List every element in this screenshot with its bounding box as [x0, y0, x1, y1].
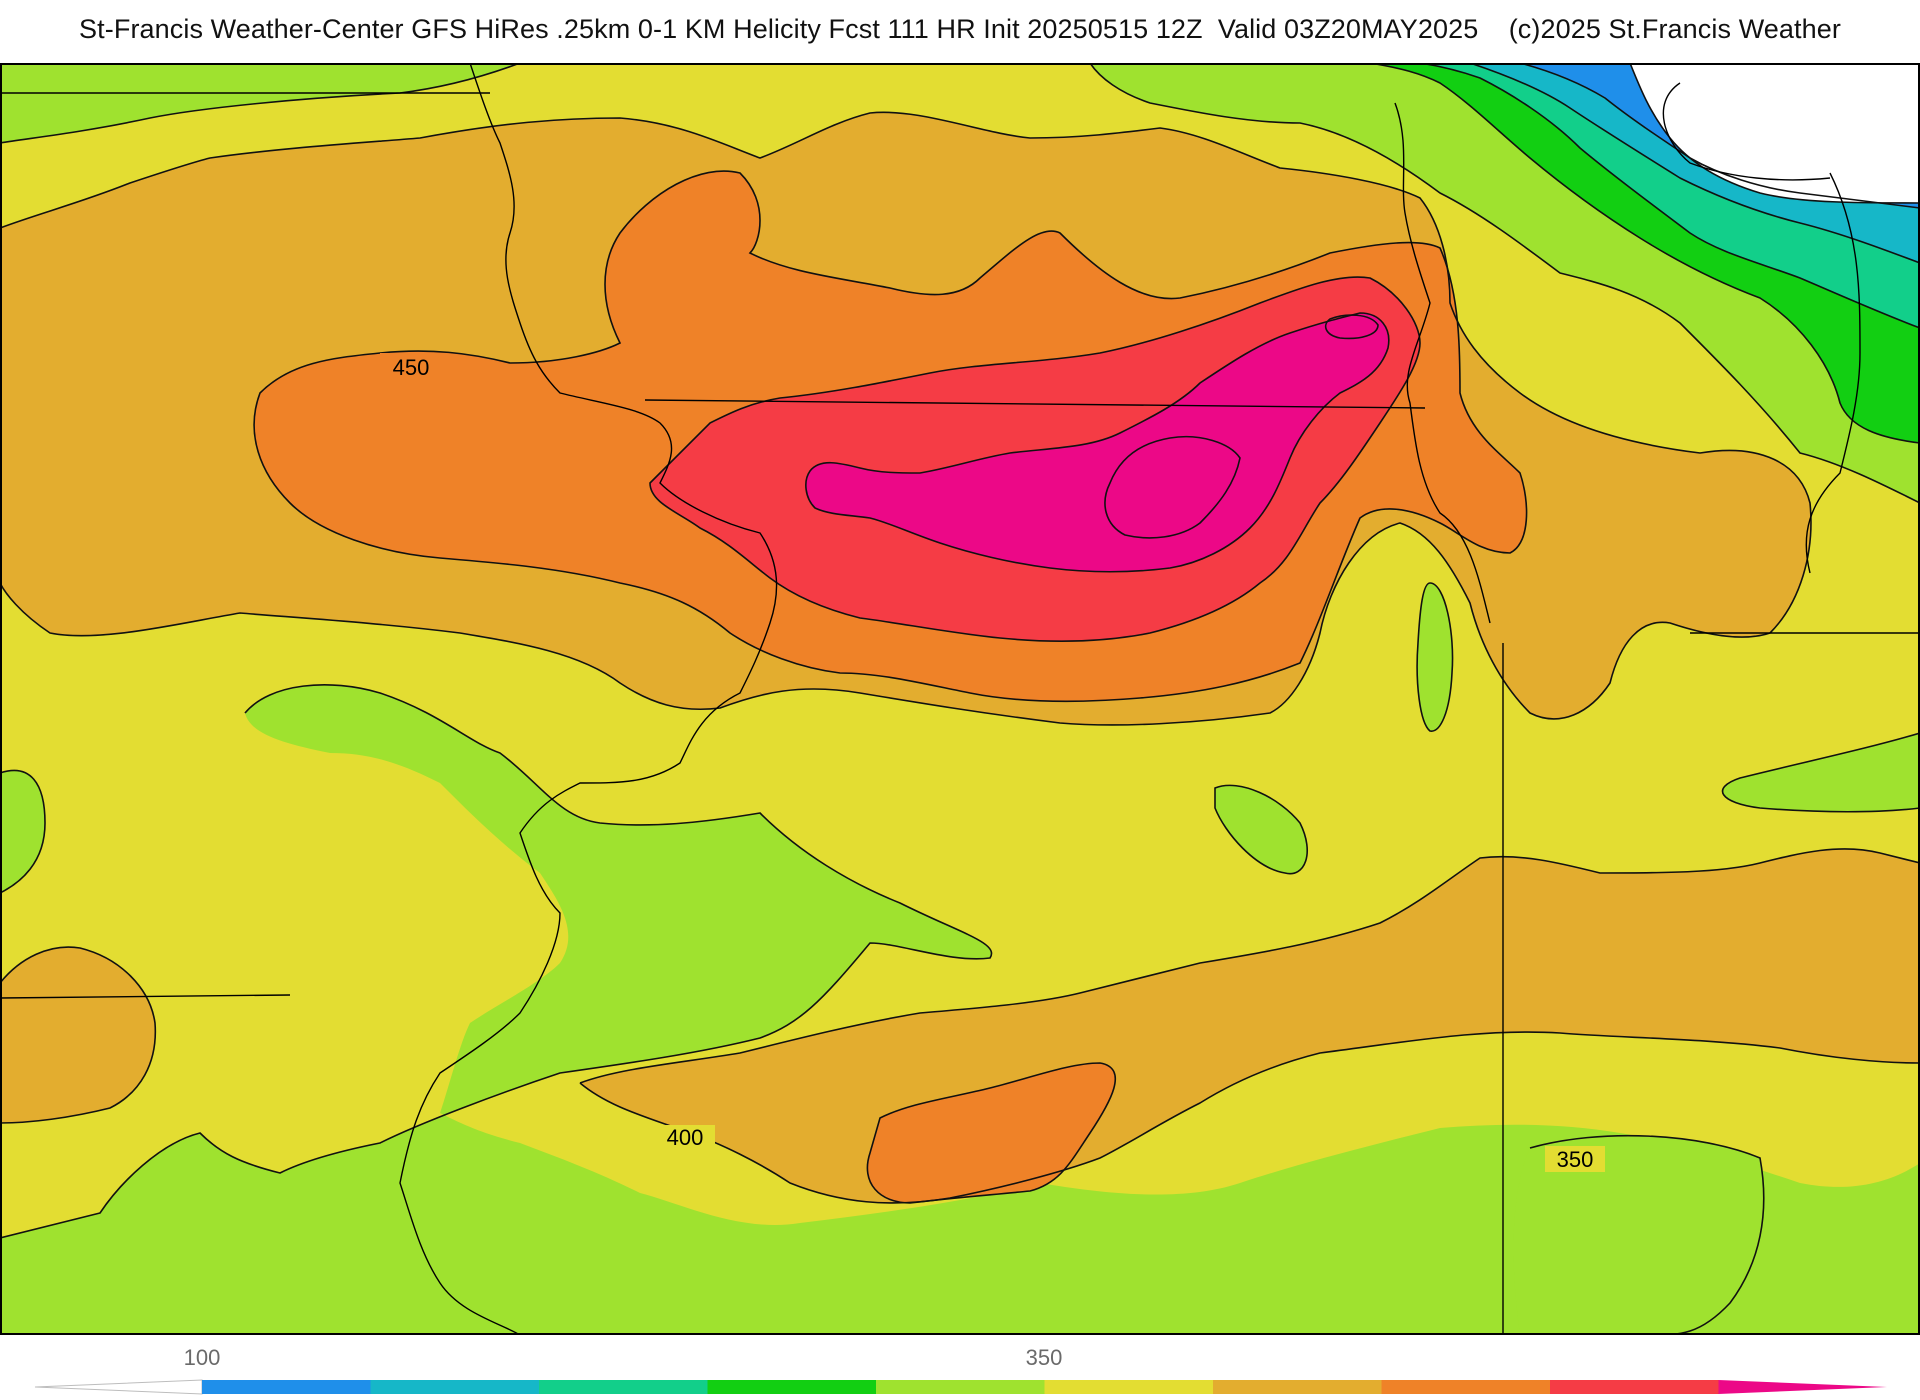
boundary-west-river: [399, 63, 778, 1335]
fill-lime-west-edge: [0, 770, 45, 893]
contour-label-400: 400: [655, 1125, 715, 1151]
colorbar-segment-7: [1381, 1380, 1551, 1394]
colorbar-segment-4: [876, 1380, 1045, 1394]
fill-magenta-core: [805, 313, 1389, 572]
colorbar-segment-9: [1718, 1380, 1887, 1394]
colorbar-segment-5: [1044, 1380, 1214, 1394]
contour-lime-blob-mid: [1214, 784, 1308, 875]
contour-south-band-lower: [579, 1031, 1920, 1204]
boundary-state-line: [644, 399, 1426, 409]
contour-south-band: [579, 848, 1920, 1084]
colorbar-segments: [202, 1380, 1887, 1394]
boundary-lake-shore: [1662, 82, 1831, 181]
contour-label-350: 350: [1545, 1146, 1605, 1172]
colorbar-tick-350: 350: [1026, 1345, 1063, 1370]
colorbar-segment-1: [370, 1380, 540, 1394]
contour-ne-green: [1369, 63, 1920, 444]
contour-label-450-text: 450: [393, 355, 430, 380]
contour-ne-white: [1629, 63, 1920, 204]
contour-red-core: [649, 276, 1421, 643]
contour-lime-blob-small: [1416, 582, 1454, 732]
colorbar-segment-0: [202, 1380, 371, 1394]
contour-ne-teal: [1419, 63, 1920, 329]
colorbar-segment-3: [707, 1380, 877, 1394]
colorbar-segment-6: [1213, 1380, 1382, 1394]
contour-magenta-core: [805, 312, 1390, 573]
contour-north-band: [0, 111, 1812, 726]
fill-lime-central: [0, 684, 1920, 1335]
fill-lime-blob-small: [1417, 583, 1453, 732]
contour-lines: [0, 63, 1920, 1335]
map-frame: [0, 63, 1920, 1335]
fill-gold-southwest: [0, 947, 156, 1123]
colorbar: 100 350: [34, 1345, 1887, 1395]
colorbar-segment-8: [1550, 1380, 1719, 1394]
contour-lime-west: [0, 769, 46, 894]
boundary-ne-diag: [1805, 172, 1861, 574]
contour-lime-central: [0, 684, 993, 1239]
state-boundaries: [0, 63, 1920, 1335]
fill-orange-south: [867, 1063, 1116, 1203]
contour-lime-east: [1721, 732, 1920, 813]
colorbar-tick-100: 100: [184, 1345, 221, 1370]
helicity-map: 450 400 350: [0, 63, 1920, 1335]
contour-magenta-ring: [1324, 314, 1379, 340]
boundary-sw-horizontal: [0, 994, 291, 999]
map-title: St-Francis Weather-Center GFS HiRes .25k…: [79, 14, 1841, 44]
fill-lime-east-tongue: [1722, 733, 1920, 812]
contour-southwest: [0, 946, 157, 1124]
contour-ne-cyan: [1469, 63, 1920, 264]
contour-label-350-text: 350: [1557, 1147, 1594, 1172]
contour-label-400-text: 400: [667, 1125, 704, 1150]
contour-magenta-inner: [1104, 435, 1241, 539]
colorbar-segment-2: [539, 1380, 708, 1394]
fill-lime-southeast: [1513, 1135, 1764, 1335]
contour-label-450: 450: [380, 353, 440, 380]
colorbar-min-arrow: [34, 1379, 203, 1395]
contour-ne-lime: [1089, 63, 1920, 504]
boundary-ne-river: [1394, 102, 1491, 624]
contour-lime-southeast: [1529, 1134, 1765, 1335]
contour-orange-main: [253, 170, 1528, 703]
fill-ne-white: [1580, 63, 1920, 203]
contour-lime-northwest: [0, 63, 521, 144]
